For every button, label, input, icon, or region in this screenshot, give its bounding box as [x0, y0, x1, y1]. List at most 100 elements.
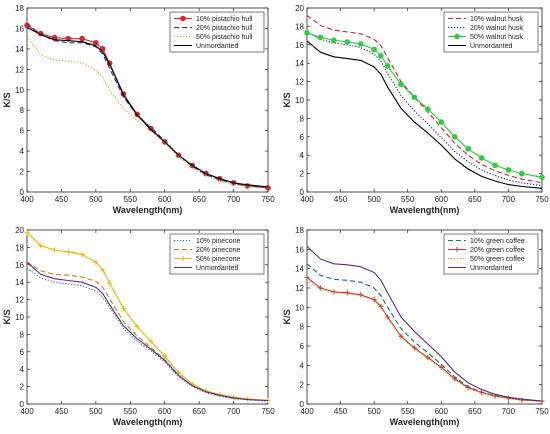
y-tick-label: 2: [300, 170, 305, 179]
x-tick-label: 650: [468, 195, 482, 204]
series-line-2: [26, 261, 269, 402]
y-tick-label: 20: [295, 4, 304, 13]
data-point: [398, 81, 404, 88]
x-tick-label: 500: [89, 195, 103, 204]
series-line-3: [306, 32, 543, 178]
x-tick-label: 450: [55, 407, 69, 416]
x-tick-label: 550: [124, 195, 138, 204]
x-tick-label: 600: [158, 195, 172, 204]
y-tick-label: 4: [20, 365, 25, 374]
x-tick-label: 500: [89, 407, 103, 416]
data-point: [52, 247, 58, 253]
data-point: [317, 34, 324, 41]
x-axis-label: Wavelength(nm): [113, 205, 183, 215]
x-tick-label: 450: [334, 407, 348, 416]
legend-label: Unmordanted: [196, 43, 239, 50]
y-tick-label: 14: [295, 265, 304, 274]
x-tick-label: 600: [158, 407, 172, 416]
x-tick-label: 650: [192, 407, 206, 416]
y-tick-label: 18: [295, 226, 304, 235]
legend-label: 20% green coffee: [470, 247, 525, 254]
y-tick-label: 18: [15, 243, 24, 252]
series-line-2: [306, 276, 543, 402]
y-tick-label: 2: [20, 383, 25, 392]
y-tick-label: 6: [20, 127, 25, 136]
y-tick-label: 8: [20, 106, 25, 115]
y-tick-label: 6: [300, 342, 305, 351]
y-tick-label: 20: [15, 226, 24, 235]
x-tick-label: 750: [535, 195, 549, 204]
y-tick-label: 12: [295, 284, 304, 293]
x-axis-label: Wavelength(nm): [390, 417, 460, 427]
legend-marker: [454, 247, 460, 252]
legend-label: 20% walnut husk: [470, 25, 523, 32]
y-tick-label: 16: [15, 261, 24, 270]
data-point: [465, 385, 471, 391]
data-point: [100, 267, 106, 273]
x-tick-label: 450: [334, 195, 348, 204]
x-tick-label: 700: [227, 195, 241, 204]
data-point: [344, 290, 350, 296]
series-line-1: [26, 267, 269, 402]
series-line-1: [306, 14, 543, 184]
series-line-4: [26, 261, 269, 402]
data-point: [519, 170, 525, 177]
y-tick-label: 4: [300, 151, 305, 160]
x-tick-label: 750: [261, 195, 275, 204]
y-tick-label: 12: [295, 78, 304, 87]
y-axis-label: K/S: [282, 92, 292, 107]
data-point: [357, 41, 364, 47]
y-axis-label: K/S: [2, 92, 12, 107]
x-tick-label: 600: [435, 195, 449, 204]
data-point: [79, 251, 85, 257]
data-point: [65, 249, 71, 255]
legend-label: 50% walnut husk: [470, 34, 523, 41]
x-tick-label: 500: [367, 195, 381, 204]
x-tick-label: 750: [261, 407, 275, 416]
data-point: [93, 39, 99, 46]
data-point: [79, 35, 85, 42]
y-tick-label: 0: [300, 188, 305, 197]
x-tick-label: 400: [300, 195, 314, 204]
data-point: [304, 274, 310, 280]
y-tick-label: 18: [295, 22, 304, 31]
data-point: [162, 353, 168, 359]
legend-label: 50% pistachio hull: [196, 34, 253, 41]
x-tick-label: 700: [502, 407, 516, 416]
series-line-1: [306, 263, 543, 402]
data-point: [134, 324, 140, 330]
x-tick-label: 550: [401, 195, 415, 204]
data-point: [451, 134, 458, 140]
data-point: [317, 285, 323, 291]
legend-label: 20% pinecone: [196, 247, 240, 254]
data-point: [425, 106, 431, 112]
legend-marker: [454, 33, 460, 40]
y-tick-label: 12: [15, 296, 24, 305]
data-point: [411, 94, 418, 101]
x-tick-label: 400: [300, 407, 314, 416]
y-tick-label: 4: [300, 361, 305, 370]
legend-label: 50% green coffee: [470, 256, 525, 263]
y-tick-label: 4: [20, 147, 25, 156]
x-tick-label: 550: [124, 407, 138, 416]
x-tick-label: 450: [55, 195, 69, 204]
x-tick-label: 400: [20, 407, 34, 416]
y-axis-label: K/S: [282, 309, 292, 324]
data-point: [175, 370, 181, 376]
x-tick-label: 650: [468, 407, 482, 416]
y-tick-label: 14: [15, 278, 24, 287]
y-tick-label: 18: [15, 4, 24, 13]
data-point: [331, 289, 337, 295]
chart-top-right: 400 450 500 550 600 650 700 750 0 2 4 6 8 10 12 14 16 18 2…: [282, 4, 549, 215]
data-point: [358, 292, 364, 298]
y-tick-label: 10: [15, 313, 24, 322]
data-point: [148, 338, 154, 344]
y-tick-label: 16: [15, 24, 24, 33]
x-axis-label: Wavelength(nm): [390, 205, 460, 215]
legend-label: Unmordanted: [196, 265, 239, 272]
legend: 10% walnut husk 20% walnut husk 50% walnut…: [443, 11, 539, 53]
data-point: [378, 53, 384, 59]
chart-top-left: 400 450 500 550 600 650 700 750 0 2 4 6 8 10 12 14 16 18 W…: [2, 4, 275, 215]
legend: 10% pistachio hull 20% pistachio hull 50% …: [169, 11, 265, 53]
